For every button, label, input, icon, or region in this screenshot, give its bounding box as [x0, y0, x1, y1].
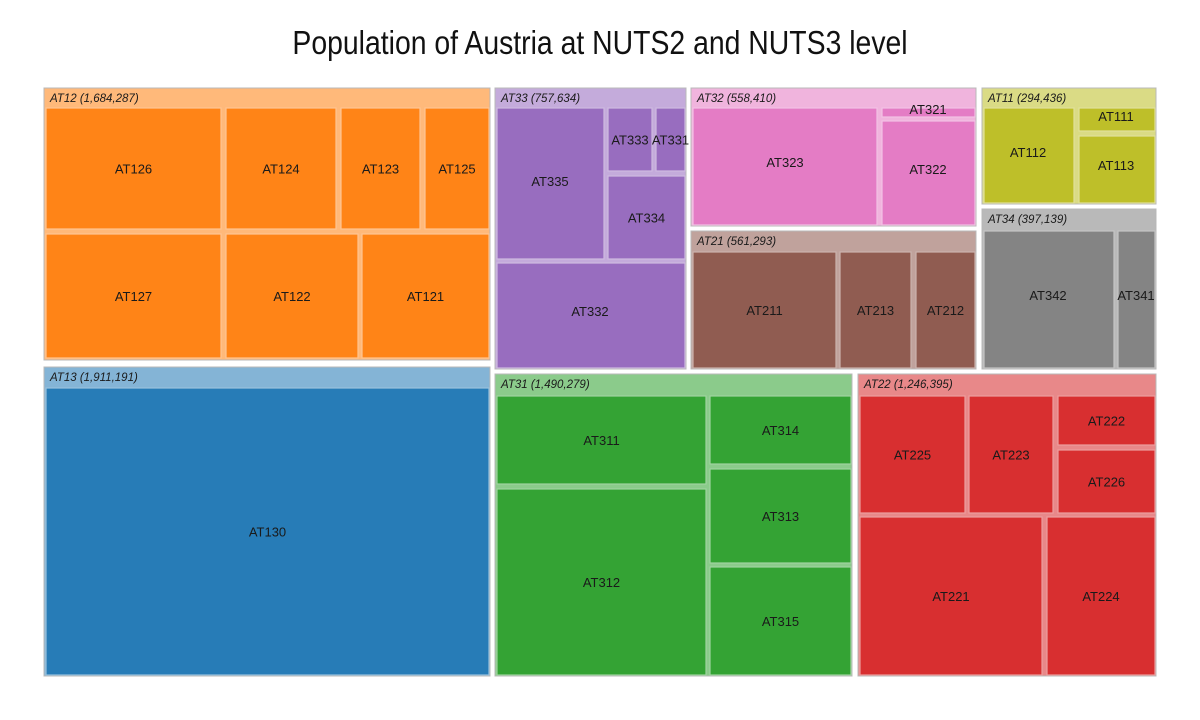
leaf-at342: [983, 230, 1115, 369]
chart-title: Population of Austria at NUTS2 and NUTS3…: [292, 24, 908, 61]
leaf-label: AT222: [1088, 414, 1125, 429]
leaf-at335: [496, 107, 605, 260]
leaf-label: AT331: [652, 133, 689, 148]
leaf-label: AT333: [611, 133, 648, 148]
leaf-label: AT332: [571, 304, 608, 319]
leaf-label: AT312: [583, 575, 620, 590]
leaf-at225: [859, 395, 966, 514]
leaf-at323: [692, 107, 878, 226]
leaf-label: AT211: [746, 303, 782, 318]
group-label: AT33 (757,634): [500, 93, 580, 105]
leaf-at226: [1057, 449, 1156, 514]
leaf-label: AT125: [438, 162, 475, 177]
leaf-at332: [496, 262, 686, 369]
leaf-at322: [881, 120, 976, 226]
group-label: AT32 (558,410): [696, 93, 776, 105]
treemap-group-at32: AT32 (558,410) AT323 AT321 AT322: [690, 87, 977, 227]
leaf-at125: [424, 107, 490, 230]
group-label: AT34 (397,139): [987, 214, 1067, 226]
leaf-label: AT335: [531, 174, 568, 189]
leaf-label: AT221: [932, 589, 969, 604]
leaf-at224: [1046, 516, 1156, 676]
leaf-label: AT226: [1088, 475, 1125, 490]
leaf-at212: [915, 251, 976, 369]
leaf-at341: [1117, 230, 1156, 369]
leaf-label: AT321: [909, 102, 946, 117]
leaf-at113: [1078, 135, 1156, 204]
leaf-at130: [45, 387, 490, 676]
leaf-at312: [496, 488, 707, 676]
leaf-label: AT223: [992, 448, 1029, 463]
leaf-label: AT213: [857, 303, 894, 318]
leaf-label: AT122: [273, 289, 310, 304]
leaf-at122: [225, 233, 359, 359]
leaf-at222: [1057, 395, 1156, 446]
leaf-at333: [607, 107, 653, 172]
leaf-at123: [340, 107, 421, 230]
treemap-group-at11: AT11 (294,436) AT112 AT111 AT113: [981, 87, 1157, 205]
leaf-label: AT342: [1029, 288, 1066, 303]
leaf-at126: [45, 107, 222, 230]
group-label: AT11 (294,436): [987, 93, 1066, 105]
leaf-at334: [607, 175, 686, 260]
leaf-at213: [839, 251, 912, 369]
leaf-at223: [968, 395, 1054, 514]
leaf-at127: [45, 233, 222, 359]
leaf-at331: [655, 107, 686, 172]
leaf-at314: [709, 395, 852, 465]
leaf-label: AT225: [894, 448, 931, 463]
leaf-label: AT314: [762, 423, 799, 438]
leaf-label: AT224: [1082, 589, 1119, 604]
leaf-label: AT123: [362, 162, 399, 177]
leaf-label: AT323: [766, 155, 803, 170]
leaf-label: AT334: [628, 211, 665, 226]
leaf-at111: [1078, 107, 1156, 132]
leaf-label: AT121: [407, 289, 444, 304]
leaf-label: AT212: [927, 303, 964, 318]
leaf-at321: [881, 107, 976, 118]
leaf-label: AT111: [1098, 109, 1133, 124]
treemap-group-at12: AT12 (1,684,287) AT126 AT124 AT123 AT125 AT12…: [43, 87, 491, 361]
leaf-at121: [361, 233, 490, 359]
treemap-group-at33: AT33 (757,634) AT335 AT333 AT331 AT334 AT332: [494, 87, 689, 370]
treemap-group-at13: AT13 (1,911,191) AT130: [43, 366, 491, 677]
leaf-label: AT124: [262, 162, 299, 177]
leaf-label: AT126: [115, 162, 152, 177]
leaf-label: AT112: [1010, 145, 1046, 160]
leaf-label: AT315: [762, 614, 799, 629]
treemap-group-at22: AT22 (1,246,395) AT225 AT223 AT222 AT226 AT22…: [857, 373, 1157, 677]
group-label: AT12 (1,684,287): [49, 93, 139, 105]
leaf-at211: [692, 251, 837, 369]
treemap-group-at21: AT21 (561,293) AT211 AT213 AT212: [690, 230, 977, 370]
leaf-label: AT311: [583, 433, 619, 448]
leaf-at221: [859, 516, 1043, 676]
leaf-label: AT341: [1117, 288, 1154, 303]
group-label: AT31 (1,490,279): [500, 379, 590, 391]
leaf-at112: [983, 107, 1075, 204]
leaf-label: AT313: [762, 509, 799, 524]
group-label: AT21 (561,293): [696, 236, 776, 248]
leaf-label: AT130: [249, 525, 286, 540]
leaf-label: AT113: [1098, 158, 1134, 173]
leaf-at124: [225, 107, 337, 230]
leaf-label: AT127: [115, 289, 152, 304]
treemap-group-at31: AT31 (1,490,279) AT311 AT314 AT313 AT312 AT31…: [494, 373, 853, 677]
leaf-at315: [709, 566, 852, 676]
leaf-at311: [496, 395, 707, 485]
leaf-label: AT322: [909, 162, 946, 177]
group-label: AT22 (1,246,395): [863, 379, 953, 391]
group-label: AT13 (1,911,191): [49, 372, 138, 384]
leaf-at313: [709, 468, 852, 564]
treemap-group-at34: AT34 (397,139) AT342 AT341: [981, 208, 1157, 370]
